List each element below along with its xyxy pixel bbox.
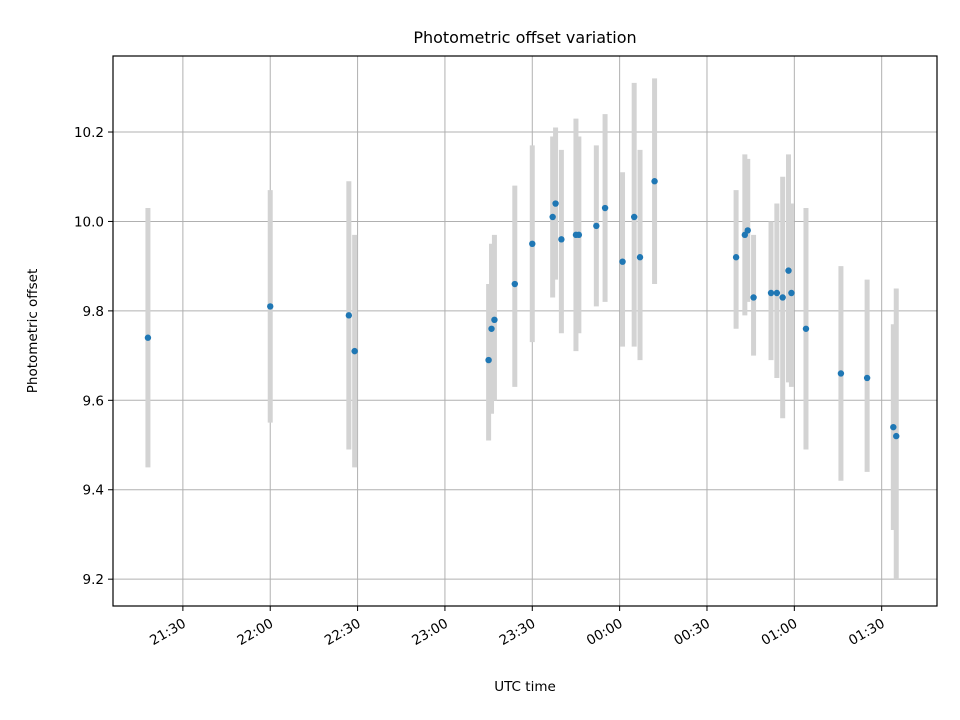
data-point bbox=[144, 334, 152, 341]
data-point bbox=[773, 289, 781, 297]
data-point bbox=[601, 204, 609, 212]
data-point bbox=[788, 289, 795, 297]
data-point bbox=[267, 303, 274, 310]
y-tick-label: 9.4 bbox=[83, 483, 104, 499]
data-point bbox=[636, 254, 644, 261]
data-point bbox=[651, 178, 658, 185]
data-point bbox=[750, 294, 757, 301]
data-point bbox=[488, 325, 495, 332]
y-tick-label: 10.0 bbox=[74, 214, 104, 230]
data-point bbox=[491, 316, 498, 324]
y-tick-label: 9.2 bbox=[83, 572, 104, 588]
data-point bbox=[345, 312, 353, 319]
data-point bbox=[575, 231, 583, 239]
data-point bbox=[837, 370, 845, 377]
data-point bbox=[511, 280, 519, 288]
data-point bbox=[619, 258, 626, 265]
data-point bbox=[593, 222, 600, 230]
data-point bbox=[863, 374, 871, 382]
data-point bbox=[890, 423, 897, 431]
data-point bbox=[549, 213, 556, 221]
data-point bbox=[630, 213, 638, 221]
data-point bbox=[351, 347, 358, 355]
y-tick-label: 9.6 bbox=[83, 393, 104, 409]
plot-frame bbox=[112, 55, 938, 607]
data-point bbox=[779, 294, 786, 301]
data-point bbox=[529, 240, 536, 248]
data-point bbox=[767, 289, 775, 297]
x-axis-label: UTC time bbox=[494, 679, 556, 695]
y-tick-label: 10.2 bbox=[74, 125, 104, 141]
data-point bbox=[744, 227, 751, 234]
y-axis-label: Photometric offset bbox=[25, 269, 41, 393]
y-tick-label: 9.8 bbox=[83, 304, 104, 320]
data-point bbox=[485, 356, 492, 364]
data-point bbox=[893, 432, 900, 440]
point-layer bbox=[144, 178, 900, 440]
data-point bbox=[552, 200, 559, 207]
chart-title: Photometric offset variation bbox=[413, 28, 636, 47]
data-point bbox=[732, 254, 740, 261]
data-point bbox=[802, 325, 810, 332]
data-point bbox=[785, 267, 792, 274]
data-point bbox=[558, 236, 565, 243]
